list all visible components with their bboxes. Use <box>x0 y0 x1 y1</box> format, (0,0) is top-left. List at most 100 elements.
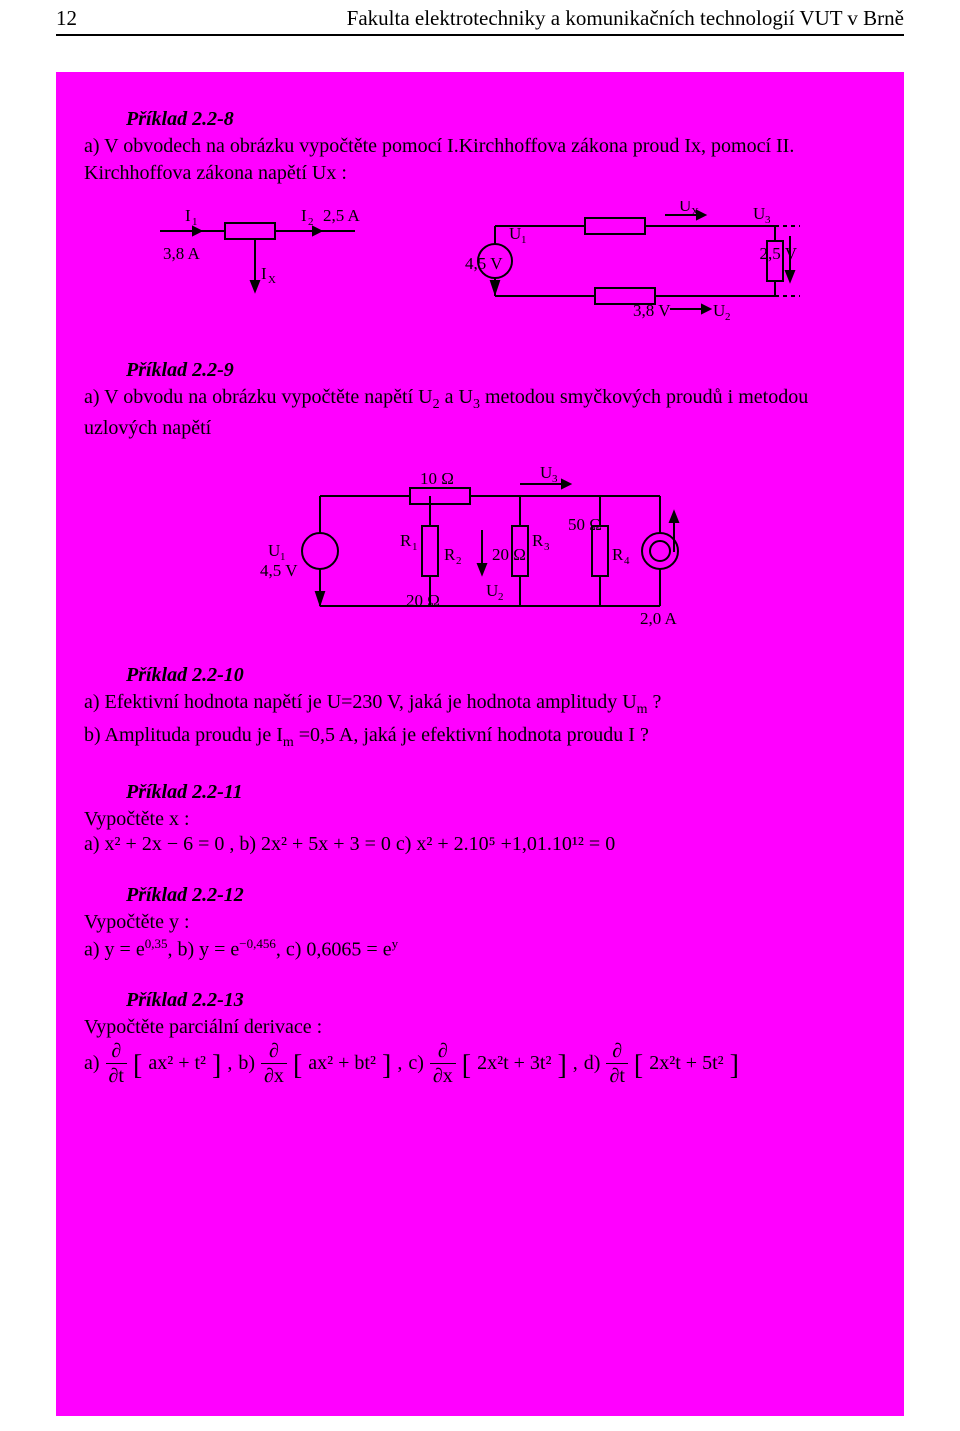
header-rule <box>56 34 904 36</box>
separator: , <box>397 1052 402 1075</box>
bracket-body: ax² + bt² <box>308 1052 376 1075</box>
text-fragment: b) Amplituda proudu je I <box>84 724 283 746</box>
svg-text:U: U <box>540 463 552 482</box>
bracket: [ <box>462 1050 471 1082</box>
example-2-2-10: Příklad 2.2-10 a) Efektivní hodnota napě… <box>76 664 884 753</box>
equation-line: a) y = e0,35, b) y = e−0,456, c) 0,6065 … <box>84 936 884 962</box>
svg-text:2: 2 <box>725 311 731 323</box>
svg-text:1: 1 <box>192 216 198 228</box>
svg-text:4: 4 <box>624 555 630 567</box>
circuit-right: U1 4,5 V UX U3 <box>465 201 805 331</box>
bracket-body: ax² + t² <box>148 1052 206 1075</box>
svg-text:R: R <box>400 531 412 550</box>
svg-text:1: 1 <box>412 541 418 553</box>
example-title: Příklad 2.2-8 <box>126 108 884 131</box>
item-label: a) <box>84 1052 100 1075</box>
example-2-2-13: Příklad 2.2-13 Vypočtěte parciální deriv… <box>76 989 884 1086</box>
bracket: ] <box>557 1050 566 1082</box>
numerator: ∂ <box>266 1041 282 1063</box>
svg-text:3: 3 <box>765 214 771 226</box>
svg-text:2: 2 <box>308 216 314 228</box>
svg-text:2,5 A: 2,5 A <box>323 206 361 225</box>
svg-text:I: I <box>261 264 267 283</box>
partial-fraction: ∂ ∂x <box>261 1041 287 1086</box>
example-title: Příklad 2.2-9 <box>126 359 884 382</box>
svg-text:X: X <box>268 274 276 286</box>
content-area: Příklad 2.2-8 a) V obvodech na obrázku v… <box>56 72 904 1416</box>
subscript: 3 <box>473 397 480 412</box>
partial-fraction: ∂ ∂t <box>106 1041 127 1086</box>
text-fragment: a) y = e <box>84 938 145 960</box>
subscript: m <box>283 735 294 750</box>
example-title: Příklad 2.2-12 <box>126 884 884 907</box>
page-header: 12 Fakulta elektrotechniky a komunikační… <box>0 0 960 40</box>
item-label: b) <box>238 1052 255 1075</box>
bracket: ] <box>730 1050 739 1082</box>
text-fragment: , c) 0,6065 = e <box>276 938 392 960</box>
bracket: ] <box>212 1050 221 1082</box>
svg-text:I: I <box>185 206 191 225</box>
svg-text:I: I <box>301 206 307 225</box>
bracket: [ <box>293 1050 302 1082</box>
superscript: 0,35 <box>145 936 168 951</box>
example-line-a: a) Efektivní hodnota napětí je U=230 V, … <box>84 689 884 720</box>
bracket-body: 2x²t + 5t² <box>649 1052 723 1075</box>
page-number: 12 <box>56 6 77 31</box>
text-fragment: a U <box>440 386 473 408</box>
svg-text:2: 2 <box>456 555 462 567</box>
text-fragment: a) V obvodu na obrázku vypočtěte napětí … <box>84 386 433 408</box>
example-2-2-12: Příklad 2.2-12 Vypočtěte y : a) y = e0,3… <box>76 884 884 962</box>
superscript: −0,456 <box>239 936 276 951</box>
example-lead: Vypočtěte parciální derivace : <box>84 1014 884 1041</box>
svg-text:50 Ω: 50 Ω <box>568 515 602 534</box>
bracket: [ <box>133 1050 142 1082</box>
bracket: [ <box>634 1050 643 1082</box>
separator: , <box>227 1052 232 1075</box>
example-lead: Vypočtěte x : <box>84 806 884 833</box>
example-2-2-9: Příklad 2.2-9 a) V obvodu na obrázku vyp… <box>76 359 884 636</box>
svg-text:20 Ω: 20 Ω <box>406 591 440 610</box>
header-title: Fakulta elektrotechniky a komunikačních … <box>347 6 904 31</box>
svg-text:2: 2 <box>498 591 504 603</box>
subscript: m <box>637 702 648 717</box>
svg-text:4,5 V: 4,5 V <box>260 561 298 580</box>
denominator: ∂x <box>261 1063 287 1086</box>
example-text: a) V obvodu na obrázku vypočtěte napětí … <box>84 384 884 442</box>
denominator: ∂t <box>606 1063 627 1086</box>
svg-text:2,0 A: 2,0 A <box>640 609 678 628</box>
text-fragment: a) Efektivní hodnota napětí je U=230 V, … <box>84 691 637 713</box>
svg-text:3: 3 <box>544 541 550 553</box>
example-lead: Vypočtěte y : <box>84 909 884 936</box>
svg-text:U: U <box>679 201 691 215</box>
svg-text:R: R <box>612 545 624 564</box>
partial-fraction: ∂ ∂x <box>430 1041 456 1086</box>
figure-row: 10 Ω U3 U1 4,5 V R1 R2 20 Ω U2 R3 20 Ω 5… <box>76 456 884 636</box>
svg-text:3,8 V: 3,8 V <box>633 301 671 320</box>
svg-text:2,5 V: 2,5 V <box>760 244 798 263</box>
denominator: ∂t <box>106 1063 127 1086</box>
figure-row: I1 I2 2,5 A 3,8 A IX <box>76 201 884 331</box>
svg-text:20 Ω: 20 Ω <box>492 545 526 564</box>
svg-text:U: U <box>753 204 765 223</box>
example-title: Příklad 2.2-10 <box>126 664 884 687</box>
svg-text:4,5 V: 4,5 V <box>465 254 503 273</box>
svg-text:R: R <box>444 545 456 564</box>
denominator: ∂x <box>430 1063 456 1086</box>
example-title: Příklad 2.2-13 <box>126 989 884 1012</box>
equation-line: a) x² + 2x − 6 = 0 , b) 2x² + 5x + 3 = 0… <box>84 833 884 856</box>
numerator: ∂ <box>609 1041 625 1063</box>
text-fragment: , b) y = e <box>167 938 239 960</box>
svg-text:1: 1 <box>521 234 527 246</box>
svg-text:X: X <box>691 206 699 218</box>
separator: , <box>573 1052 578 1075</box>
circuit-2-9: 10 Ω U3 U1 4,5 V R1 R2 20 Ω U2 R3 20 Ω 5… <box>260 456 700 636</box>
text-fragment: ? <box>648 691 662 713</box>
svg-text:U: U <box>713 301 725 320</box>
example-title: Příklad 2.2-11 <box>126 781 884 804</box>
svg-text:10 Ω: 10 Ω <box>420 469 454 488</box>
numerator: ∂ <box>108 1041 124 1063</box>
svg-text:U: U <box>486 581 498 600</box>
svg-text:R: R <box>532 531 544 550</box>
svg-text:3,8 A: 3,8 A <box>163 244 201 263</box>
svg-text:U: U <box>268 541 280 560</box>
